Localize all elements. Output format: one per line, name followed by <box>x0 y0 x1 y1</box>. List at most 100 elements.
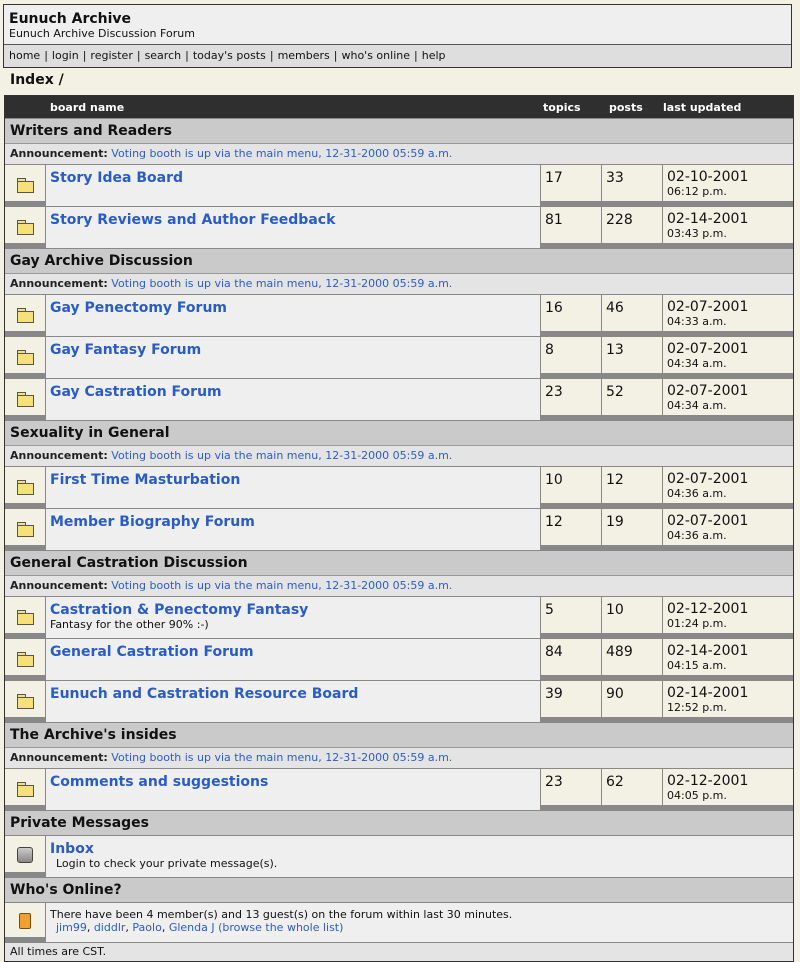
nav-help[interactable]: help <box>421 49 446 62</box>
board-row: Story Reviews and Author Feedback 81 228 02… <box>5 206 793 248</box>
page-title: Index / <box>10 72 64 88</box>
column-last-updated: last updated <box>663 100 742 114</box>
topics-count: 10 <box>541 467 601 503</box>
online-user-link[interactable]: Glenda J <box>168 921 215 934</box>
folder-icon <box>17 610 34 625</box>
last-updated: 02-12-2001 01:24 p.m. <box>663 597 793 633</box>
board-link[interactable]: Gay Penectomy Forum <box>50 300 227 316</box>
board-link[interactable]: Gay Castration Forum <box>50 384 222 400</box>
nav-login[interactable]: login <box>51 49 79 62</box>
board-link[interactable]: Member Biography Forum <box>50 514 255 530</box>
last-updated: 02-07-2001 04:36 a.m. <box>663 509 793 545</box>
last-updated-date: 02-07-2001 <box>667 341 749 357</box>
board-row: Gay Fantasy Forum 8 13 02-07-2001 04:34 a.m. <box>5 336 793 378</box>
announcement-link[interactable]: Voting booth is up via the main menu, 12… <box>111 277 453 290</box>
nav-members[interactable]: members <box>277 49 330 62</box>
topics-count: 8 <box>541 337 601 373</box>
folder-icon <box>17 308 34 323</box>
posts-count: 90 <box>602 681 662 717</box>
online-user-link[interactable]: Paolo <box>132 921 162 934</box>
last-updated: 02-12-2001 04:05 p.m. <box>663 769 793 805</box>
category-header: Gay Archive Discussion <box>5 248 793 273</box>
topics-count: 23 <box>541 379 601 415</box>
nav-who-s-online[interactable]: who's online <box>341 49 410 62</box>
last-updated-time: 04:15 a.m. <box>667 659 727 672</box>
announcement-link[interactable]: Voting booth is up via the main menu, 12… <box>111 579 453 592</box>
announcement: Announcement: Voting booth is up via the… <box>5 273 793 294</box>
topics-count: 23 <box>541 769 601 805</box>
category-whos-online: Who's Online? <box>5 877 793 902</box>
announcement: Announcement: Voting booth is up via the… <box>5 143 793 164</box>
nav-separator: | <box>82 49 87 62</box>
posts-count: 10 <box>602 597 662 633</box>
announcement-label: Announcement: <box>10 449 108 462</box>
board-link[interactable]: Story Reviews and Author Feedback <box>50 212 336 228</box>
column-board-name: board name <box>50 100 125 114</box>
board-row: Gay Penectomy Forum 16 46 02-07-2001 04:33 a… <box>5 294 793 336</box>
last-updated: 02-07-2001 04:34 a.m. <box>663 379 793 415</box>
announcement-label: Announcement: <box>10 277 108 290</box>
board-row: Gay Castration Forum 23 52 02-07-2001 04:34 … <box>5 378 793 420</box>
board-link[interactable]: General Castration Forum <box>50 644 254 660</box>
inbox-text: Login to check your private message(s). <box>56 857 278 870</box>
announcement: Announcement: Voting booth is up via the… <box>5 747 793 768</box>
folder-icon <box>17 178 34 193</box>
last-updated-date: 02-14-2001 <box>667 643 749 659</box>
topics-count: 12 <box>541 509 601 545</box>
site-subtitle: Eunuch Archive Discussion Forum <box>9 27 195 40</box>
posts-count: 489 <box>602 639 662 675</box>
topics-count: 16 <box>541 295 601 331</box>
nav-register[interactable]: register <box>90 49 133 62</box>
column-topics: topics <box>543 100 581 114</box>
last-updated-time: 04:34 a.m. <box>667 357 727 370</box>
last-updated-time: 01:24 p.m. <box>667 617 727 630</box>
category-header: Sexuality in General <box>5 420 793 445</box>
inbox-row: Inbox Login to check your private messag… <box>5 835 793 877</box>
announcement-link[interactable]: Voting booth is up via the main menu, 12… <box>111 751 453 764</box>
nav-home[interactable]: home <box>9 49 41 62</box>
online-user-link[interactable]: diddlr <box>93 921 126 934</box>
board-description: Fantasy for the other 90% :-) <box>50 618 209 631</box>
announcement-label: Announcement: <box>10 751 108 764</box>
board-link[interactable]: Eunuch and Castration Resource Board <box>50 686 359 702</box>
whos-online-row: There have been 4 member(s) and 13 guest… <box>5 902 793 942</box>
nav-search[interactable]: search <box>144 49 182 62</box>
last-updated: 02-14-2001 04:15 a.m. <box>663 639 793 675</box>
posts-count: 19 <box>602 509 662 545</box>
nav-today-s-posts[interactable]: today's posts <box>192 49 266 62</box>
nav-separator: | <box>185 49 189 62</box>
announcement-link[interactable]: Voting booth is up via the main menu, 12… <box>111 147 453 160</box>
last-updated-date: 02-14-2001 <box>667 211 749 227</box>
board-row: Eunuch and Castration Resource Board 39 90… <box>5 680 793 722</box>
announcement: Announcement: Voting booth is up via the… <box>5 575 793 596</box>
board-link[interactable]: Gay Fantasy Forum <box>50 342 202 358</box>
board-link[interactable]: Story Idea Board <box>50 170 184 186</box>
last-updated: 02-14-2001 12:52 p.m. <box>663 681 793 717</box>
last-updated-date: 02-12-2001 <box>667 773 749 789</box>
online-user-link[interactable]: jim99 <box>56 921 87 934</box>
folder-icon <box>17 694 34 709</box>
nav-separator: | <box>333 49 338 62</box>
topics-count: 81 <box>541 207 601 243</box>
posts-count: 228 <box>602 207 662 243</box>
posts-count: 13 <box>602 337 662 373</box>
board-row: First Time Masturbation 10 12 02-07-2001 04:… <box>5 466 793 508</box>
last-updated: 02-14-2001 03:43 p.m. <box>663 207 793 243</box>
posts-count: 46 <box>602 295 662 331</box>
inbox-link[interactable]: Inbox <box>50 841 94 857</box>
table-header: board name topics posts last updated <box>5 96 793 118</box>
board-row: Story Idea Board 17 33 02-10-2001 06:12 p.m. <box>5 164 793 206</box>
board-row: Member Biography Forum 12 19 02-07-2001 04:3… <box>5 508 793 550</box>
announcement-link[interactable]: Voting booth is up via the main menu, 12… <box>111 449 453 462</box>
last-updated: 02-07-2001 04:34 a.m. <box>663 337 793 373</box>
category-private-messages: Private Messages <box>5 810 793 835</box>
board-link[interactable]: Castration & Penectomy Fantasy <box>50 602 309 618</box>
last-updated-date: 02-07-2001 <box>667 383 749 399</box>
browse-online-list-link[interactable]: (browse the whole list) <box>218 921 344 934</box>
folder-icon <box>17 392 34 407</box>
topics-count: 17 <box>541 165 601 201</box>
board-link[interactable]: Comments and suggestions <box>50 774 269 790</box>
last-updated-date: 02-12-2001 <box>667 601 749 617</box>
category-header: The Archive's insides <box>5 722 793 747</box>
board-link[interactable]: First Time Masturbation <box>50 472 241 488</box>
